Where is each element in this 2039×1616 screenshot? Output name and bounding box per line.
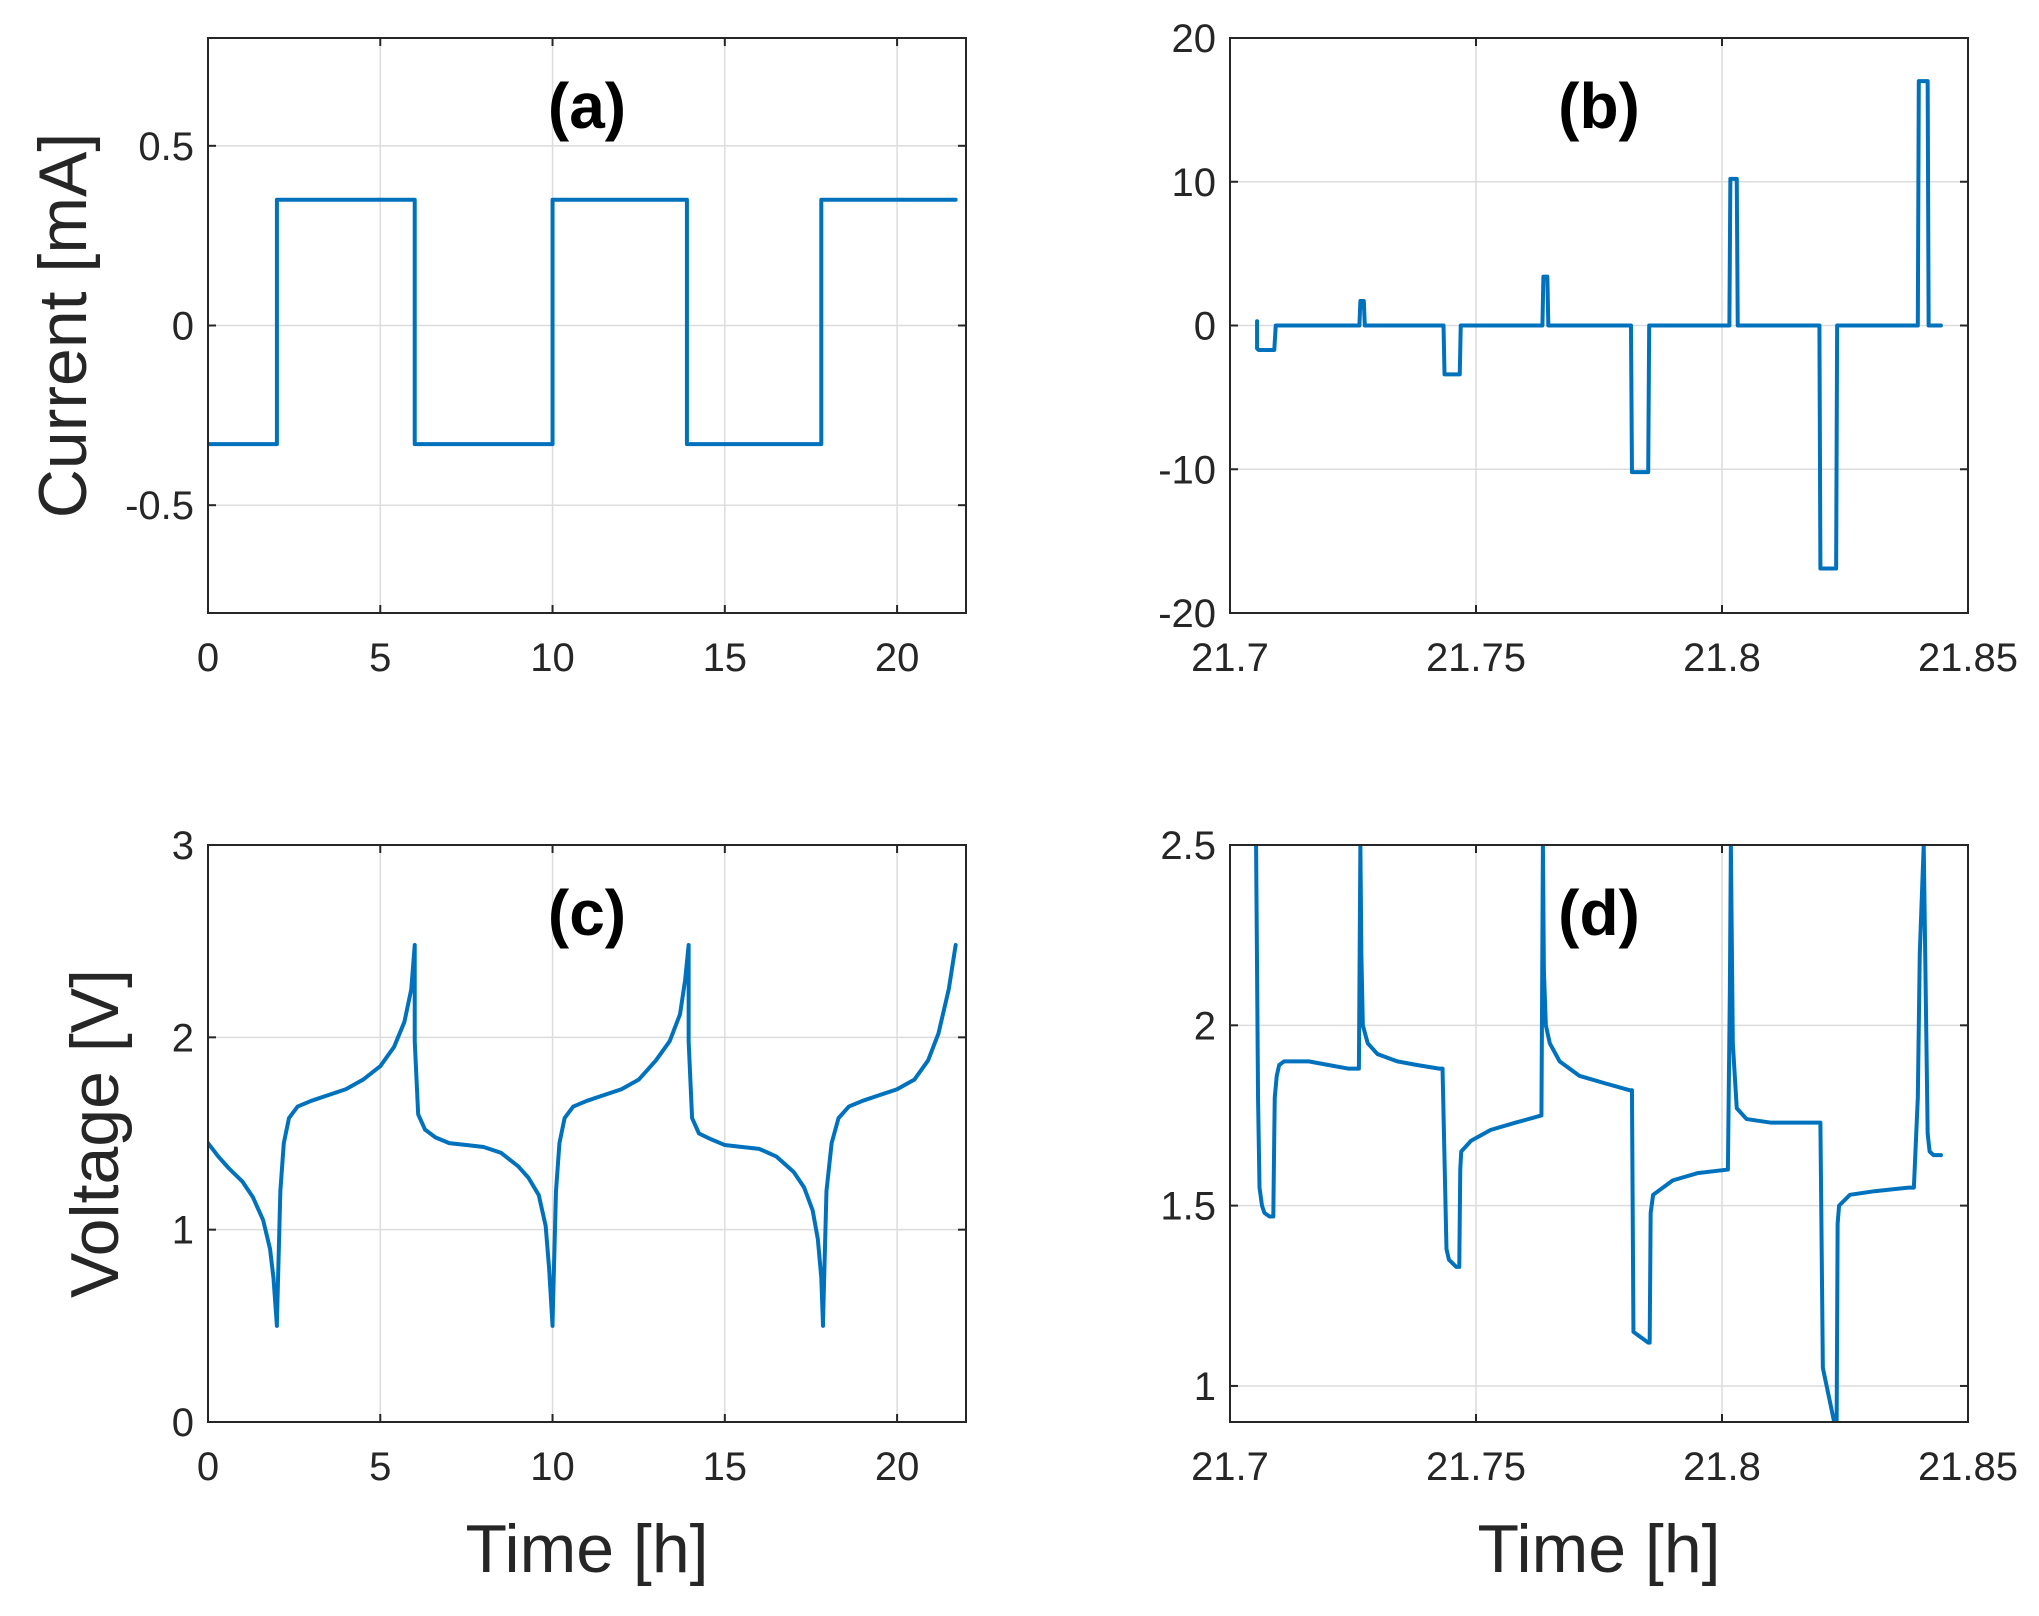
y-axis-title: Current [mA] (25, 133, 101, 518)
y-tick-label: 1 (1194, 1365, 1216, 1409)
x-tick-label: 15 (703, 636, 748, 680)
panel-label: (a) (548, 70, 626, 142)
y-tick-label: 2 (172, 1016, 194, 1060)
y-tick-label: -20 (1158, 592, 1216, 636)
x-tick-label: 21.8 (1683, 1445, 1761, 1489)
x-tick-label: 5 (369, 636, 391, 680)
x-tick-label: 0 (197, 1445, 219, 1489)
y-tick-label: -10 (1158, 448, 1216, 492)
x-axis-title: Time [h] (465, 1511, 708, 1587)
series-line-current (208, 197, 958, 447)
y-axis-title: Voltage [V] (57, 969, 133, 1298)
x-tick-label: 10 (530, 636, 575, 680)
y-tick-label: 0 (1194, 305, 1216, 349)
x-axis-title: Time [h] (1477, 1511, 1720, 1587)
panel-label: (c) (548, 877, 626, 949)
x-tick-label: 5 (369, 1445, 391, 1489)
panel-label: (d) (1558, 877, 1640, 949)
y-tick-label: 10 (1172, 161, 1217, 205)
x-tick-label: 21.75 (1426, 636, 1526, 680)
y-tick-label: 2 (1194, 1004, 1216, 1048)
panel-d: 21.7 21.75 21.8 21.85 1 1.5 2 2.5 (d) Time [h] (1160, 824, 2018, 1587)
x-tick-label: 20 (875, 636, 920, 680)
y-tick-label: 3 (172, 824, 194, 868)
x-tick-label: 10 (530, 1445, 575, 1489)
x-tick-label: 21.7 (1191, 1445, 1269, 1489)
x-tick-label: 15 (703, 1445, 748, 1489)
y-tick-label: 1 (172, 1209, 194, 1253)
x-tick-label: 21.85 (1918, 636, 2018, 680)
series-line-voltage (1254, 845, 1943, 1422)
panel-label: (b) (1558, 70, 1640, 142)
x-tick-label: 21.85 (1918, 1445, 2018, 1489)
panel-a: 0 5 10 15 20 -0.5 0 0.5 (a) Current [mA] (25, 37, 967, 680)
y-tick-label: -0.5 (125, 484, 194, 528)
x-tick-label: 21.8 (1683, 636, 1761, 680)
y-tick-label: 0 (172, 305, 194, 349)
x-tick-label: 21.75 (1426, 1445, 1526, 1489)
y-tick-label: 20 (1172, 17, 1217, 61)
y-tick-label: 0 (172, 1401, 194, 1445)
series-line-voltage (208, 943, 958, 1328)
panel-c: 0 5 10 15 20 0 1 2 3 (c) Time [h] Voltage [V] (57, 824, 967, 1587)
y-tick-label: 1.5 (1160, 1185, 1216, 1229)
y-tick-label: 2.5 (1160, 824, 1216, 868)
axes-box (207, 844, 967, 1423)
x-tick-label: 0 (197, 636, 219, 680)
series-line-current (1255, 79, 1943, 571)
x-tick-label: 21.7 (1191, 636, 1269, 680)
y-tick-label: 0.5 (138, 125, 194, 169)
x-tick-label: 20 (875, 1445, 920, 1489)
axes-box (1229, 844, 1969, 1423)
panel-b: 21.7 21.75 21.8 21.85 -20 -10 0 10 20 (b) (1158, 17, 2018, 680)
